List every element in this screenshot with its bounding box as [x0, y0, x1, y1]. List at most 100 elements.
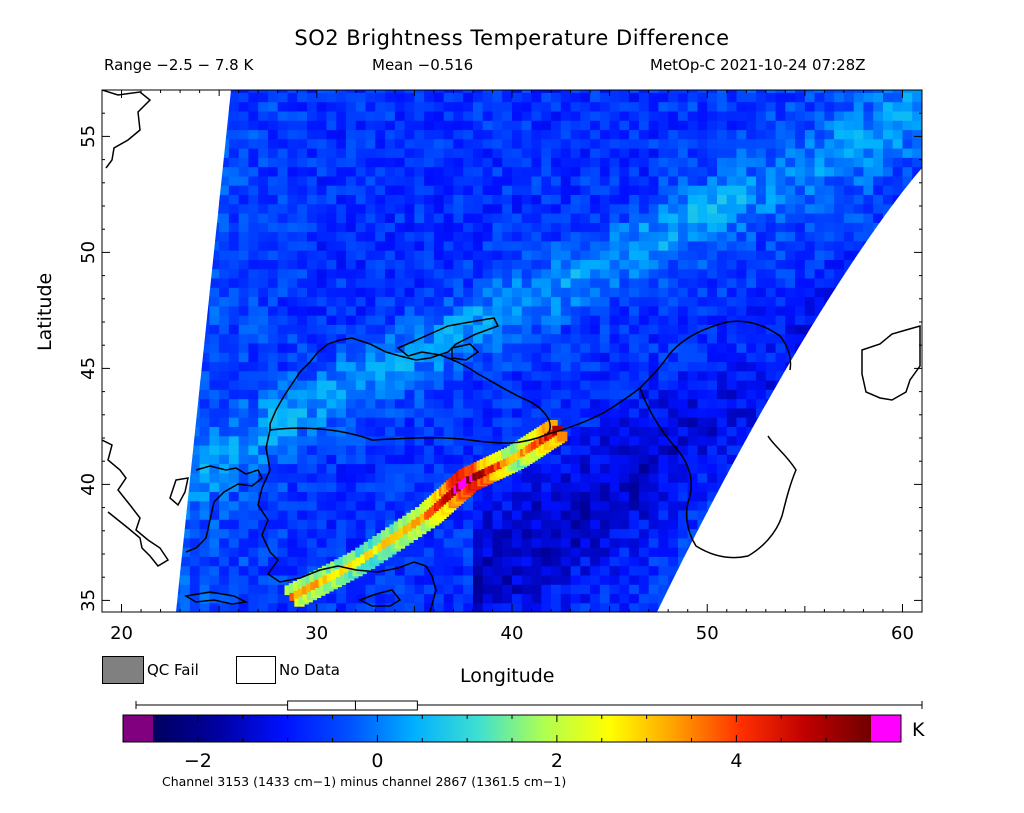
swath-cell — [355, 324, 367, 335]
swath-cell — [804, 277, 816, 288]
swath-cell — [238, 389, 250, 400]
swath-cell — [746, 166, 757, 177]
swath-cell — [176, 342, 181, 353]
swath-cell — [316, 315, 328, 325]
swath-cell — [570, 259, 581, 270]
swath-cell — [804, 110, 816, 121]
swath-cell — [180, 250, 191, 260]
swath-cell — [238, 277, 250, 288]
swath-cell — [824, 250, 835, 260]
swath-cell — [482, 259, 494, 270]
swath-cell — [883, 593, 894, 604]
swath-cell — [209, 148, 220, 158]
swath-cell — [219, 519, 230, 530]
swath-cell — [258, 120, 269, 131]
swath-cell — [394, 166, 406, 177]
swath-cell — [678, 537, 689, 548]
swath-cell — [726, 296, 738, 307]
swath-cell — [707, 250, 718, 260]
swath-cell — [463, 268, 474, 279]
swath-cell — [238, 333, 250, 344]
swath-cell — [326, 90, 337, 93]
swath-cell — [678, 565, 689, 576]
swath-cell — [209, 203, 220, 214]
swath-cell — [570, 500, 581, 511]
swath-cell — [346, 342, 357, 353]
swath-cell — [404, 491, 415, 502]
swath-cell — [668, 333, 679, 344]
swath-cell — [775, 315, 786, 325]
swath-cell — [746, 361, 757, 372]
swath-cell — [307, 500, 318, 511]
swath-cell — [551, 528, 562, 539]
swath-cell — [521, 407, 533, 418]
swath-cell — [619, 352, 630, 363]
swath-cell — [775, 120, 786, 131]
swath-cell — [482, 175, 494, 186]
swath-cell — [678, 500, 689, 511]
swath-cell — [463, 361, 474, 372]
swath-cell — [238, 509, 250, 520]
swath-cell — [404, 110, 415, 121]
swath-cell — [560, 148, 572, 158]
swath-cell — [112, 454, 122, 464]
swath-cell — [248, 435, 259, 446]
swath-cell — [336, 602, 347, 612]
swath-cell — [834, 593, 845, 604]
swath-cell — [473, 240, 484, 251]
swath-cell — [102, 306, 112, 316]
swath-cell — [365, 90, 376, 93]
swath-cell — [473, 342, 484, 353]
swath-cell — [492, 250, 503, 260]
swath-cell — [658, 203, 669, 214]
swath-cell — [112, 222, 122, 232]
swath-cell — [287, 166, 298, 177]
swath-cell — [189, 175, 201, 186]
swath-cell — [883, 101, 894, 112]
swath-cell — [326, 435, 337, 446]
swath-cell — [404, 370, 415, 381]
swath-cell — [228, 389, 240, 400]
swath-cell — [248, 240, 259, 251]
swath-cell — [590, 92, 601, 103]
swath-cell — [141, 501, 151, 511]
swath-cell — [726, 574, 738, 585]
swath-cell — [482, 315, 494, 325]
swath-cell — [375, 463, 386, 474]
swath-cell — [746, 213, 757, 223]
swath-cell — [726, 333, 738, 344]
swath-cell — [551, 305, 562, 316]
swath-cell — [560, 370, 572, 381]
swath-cell — [765, 454, 777, 465]
swath-cell — [892, 519, 904, 530]
swath-cell — [795, 90, 806, 93]
swath-cell — [785, 296, 796, 307]
swath-cell — [176, 90, 181, 93]
swath-cell — [560, 361, 572, 372]
swath-cell — [492, 491, 503, 502]
swath-cell — [228, 361, 240, 372]
swath-cell — [746, 352, 757, 363]
swath-cell — [717, 352, 728, 363]
swath-cell — [697, 342, 708, 353]
swath-cell — [473, 90, 484, 93]
swath-cell — [873, 166, 884, 177]
swath-cell — [599, 90, 611, 93]
swath-cell — [502, 90, 513, 93]
swath-cell — [277, 175, 289, 186]
swath-cell — [394, 584, 406, 595]
swath-cell — [336, 175, 347, 186]
swath-cell — [795, 166, 806, 177]
swath-cell — [697, 398, 708, 409]
swath-cell — [228, 556, 240, 567]
swath-cell — [756, 593, 767, 604]
swath-cell — [394, 463, 406, 474]
swath-cell — [414, 287, 425, 298]
swath-cell — [717, 194, 728, 205]
swath-cell — [707, 305, 718, 316]
swath-cell — [629, 342, 640, 353]
swath-cell — [355, 528, 367, 539]
swath-cell — [697, 129, 708, 140]
swath-cell — [404, 324, 415, 335]
swath-cell — [795, 528, 806, 539]
